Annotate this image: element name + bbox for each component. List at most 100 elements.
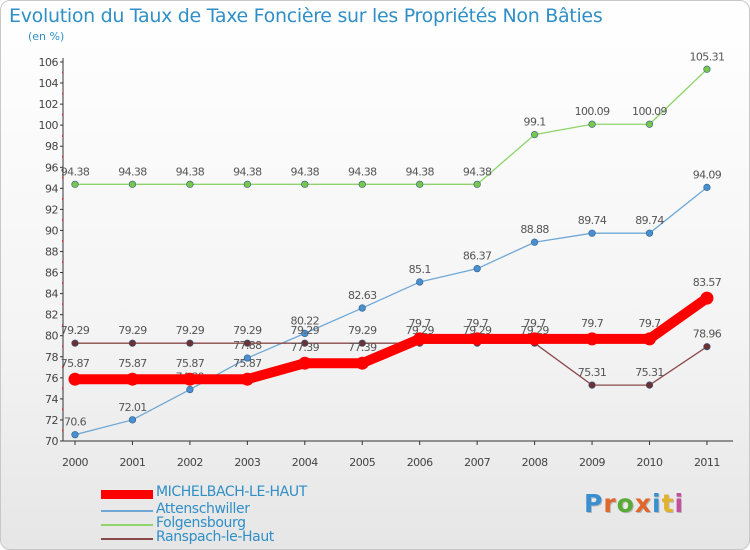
data-point-michelbach-le-haut xyxy=(413,332,427,346)
data-label-attenschwiller: 89.74 xyxy=(578,214,607,227)
y-tick-label: 82 xyxy=(45,309,58,322)
data-point-folgensbourg xyxy=(128,180,137,188)
y-tick-label: 88 xyxy=(45,246,58,259)
series-line-michelbach-le-haut xyxy=(70,293,712,385)
data-label-folgensbourg: 105.31 xyxy=(690,50,725,63)
data-label-ranspach-le-haut: 79.29 xyxy=(118,324,147,337)
data-point-michelbach-le-haut xyxy=(183,372,197,386)
data-point-folgensbourg xyxy=(645,120,654,128)
data-point-attenschwiller xyxy=(71,431,79,439)
data-label-michelbach-le-haut: 75.87 xyxy=(176,357,205,370)
legend-swatch-michelbach xyxy=(101,490,153,499)
data-point-ranspach-le-haut xyxy=(645,381,654,389)
data-point-michelbach-le-haut xyxy=(470,332,484,346)
data-point-ranspach-le-haut xyxy=(243,339,251,347)
data-label-attenschwiller: 88.88 xyxy=(520,223,549,236)
y-tick-label: 86 xyxy=(45,267,58,280)
x-tick-label: 2001 xyxy=(119,456,145,469)
data-label-michelbach-le-haut: 77.39 xyxy=(291,341,320,354)
logo-letter: o xyxy=(616,489,635,518)
data-label-attenschwiller: 80.22 xyxy=(291,314,320,327)
y-tick-label: 106 xyxy=(39,56,59,69)
data-label-folgensbourg: 94.38 xyxy=(463,165,492,178)
y-tick-label: 94 xyxy=(45,182,58,195)
data-label-folgensbourg: 94.38 xyxy=(348,165,377,178)
y-tick-label: 104 xyxy=(39,77,59,90)
data-point-michelbach-le-haut xyxy=(643,332,656,346)
data-point-ranspach-le-haut xyxy=(128,339,137,347)
y-tick-label: 78 xyxy=(45,351,58,364)
data-label-michelbach-le-haut: 75.87 xyxy=(233,357,262,370)
data-point-folgensbourg xyxy=(473,180,481,188)
x-tick-label: 2006 xyxy=(407,456,433,469)
y-tick-label: 90 xyxy=(45,224,58,237)
legend-label-folgensbourg: Folgensbourg xyxy=(156,515,246,531)
y-tick-label: 84 xyxy=(45,288,58,301)
data-point-attenschwiller xyxy=(128,416,137,424)
data-label-ranspach-le-haut: 79.29 xyxy=(291,324,320,337)
data-label-michelbach-le-haut: 83.57 xyxy=(693,276,722,289)
data-label-folgensbourg: 100.09 xyxy=(575,105,610,118)
data-label-ranspach-le-haut: 79.29 xyxy=(233,324,262,337)
chart-unit-label: (en %) xyxy=(28,30,65,43)
logo-letter: i xyxy=(652,489,662,518)
x-tick-label: 2002 xyxy=(177,456,203,469)
data-point-michelbach-le-haut xyxy=(125,372,139,386)
data-point-michelbach-le-haut xyxy=(528,332,542,346)
legend-label-attenschwiller: Attenschwiller xyxy=(156,501,250,517)
data-label-michelbach-le-haut: 75.87 xyxy=(118,357,147,370)
data-label-folgensbourg: 94.38 xyxy=(233,165,262,178)
data-point-attenschwiller xyxy=(703,183,711,191)
data-point-ranspach-le-haut xyxy=(588,381,596,389)
y-tick-label: 70 xyxy=(45,435,58,448)
x-tick-label: 2000 xyxy=(62,456,88,469)
x-tick-label: 2008 xyxy=(522,456,548,469)
data-label-ranspach-le-haut: 75.31 xyxy=(635,366,664,379)
data-point-folgensbourg xyxy=(703,65,711,73)
data-point-attenschwiller xyxy=(186,385,194,394)
data-point-attenschwiller xyxy=(588,229,596,237)
x-tick-label: 2011 xyxy=(694,456,720,469)
data-point-folgensbourg xyxy=(416,180,424,188)
data-label-michelbach-le-haut: 79.7 xyxy=(466,317,489,330)
legend-swatch-attenschwiller xyxy=(101,510,153,512)
data-label-attenschwiller: 70.6 xyxy=(64,416,87,429)
data-label-michelbach-le-haut: 79.7 xyxy=(581,317,604,330)
logo-letter: P xyxy=(584,489,604,518)
data-label-folgensbourg: 94.38 xyxy=(61,165,90,178)
data-point-folgensbourg xyxy=(71,180,79,188)
legend-label-ranspach: Ranspach-le-Haut xyxy=(156,529,274,545)
logo-letter: x xyxy=(634,489,652,518)
data-label-attenschwiller: 85.1 xyxy=(409,263,431,276)
data-label-attenschwiller: 89.74 xyxy=(635,214,664,227)
data-point-ranspach-le-haut xyxy=(301,339,309,347)
data-label-ranspach-le-haut: 78.96 xyxy=(693,328,722,341)
data-point-michelbach-le-haut xyxy=(355,356,369,370)
y-tick-label: 74 xyxy=(45,393,58,406)
data-label-attenschwiller: 82.63 xyxy=(348,289,377,302)
data-point-attenschwiller xyxy=(301,329,309,338)
data-label-folgensbourg: 99.1 xyxy=(524,116,546,129)
y-tick-label: 76 xyxy=(45,372,58,385)
data-label-michelbach-le-haut: 75.87 xyxy=(61,357,90,370)
data-point-ranspach-le-haut xyxy=(186,339,194,347)
data-point-michelbach-le-haut xyxy=(700,291,714,305)
data-point-attenschwiller xyxy=(530,238,539,246)
data-point-attenschwiller xyxy=(416,278,424,286)
legend-label-michelbach: MICHELBACH-LE-HAUT xyxy=(156,484,307,500)
data-point-michelbach-le-haut xyxy=(585,332,599,346)
data-point-ranspach-le-haut xyxy=(703,343,711,351)
data-point-ranspach-le-haut xyxy=(358,339,366,347)
data-label-ranspach-le-haut: 79.29 xyxy=(348,324,377,337)
data-point-attenschwiller xyxy=(243,354,251,362)
data-label-folgensbourg: 94.38 xyxy=(118,165,147,178)
y-tick-label: 102 xyxy=(39,98,59,111)
data-point-folgensbourg xyxy=(186,180,194,188)
x-tick-label: 2005 xyxy=(349,456,375,469)
legend-swatch-ranspach xyxy=(101,538,153,540)
y-tick-label: 80 xyxy=(45,330,58,343)
proxiti-logo: Proxiti xyxy=(584,489,684,518)
data-point-michelbach-le-haut xyxy=(240,372,254,386)
data-label-attenschwiller: 94.09 xyxy=(693,168,722,181)
